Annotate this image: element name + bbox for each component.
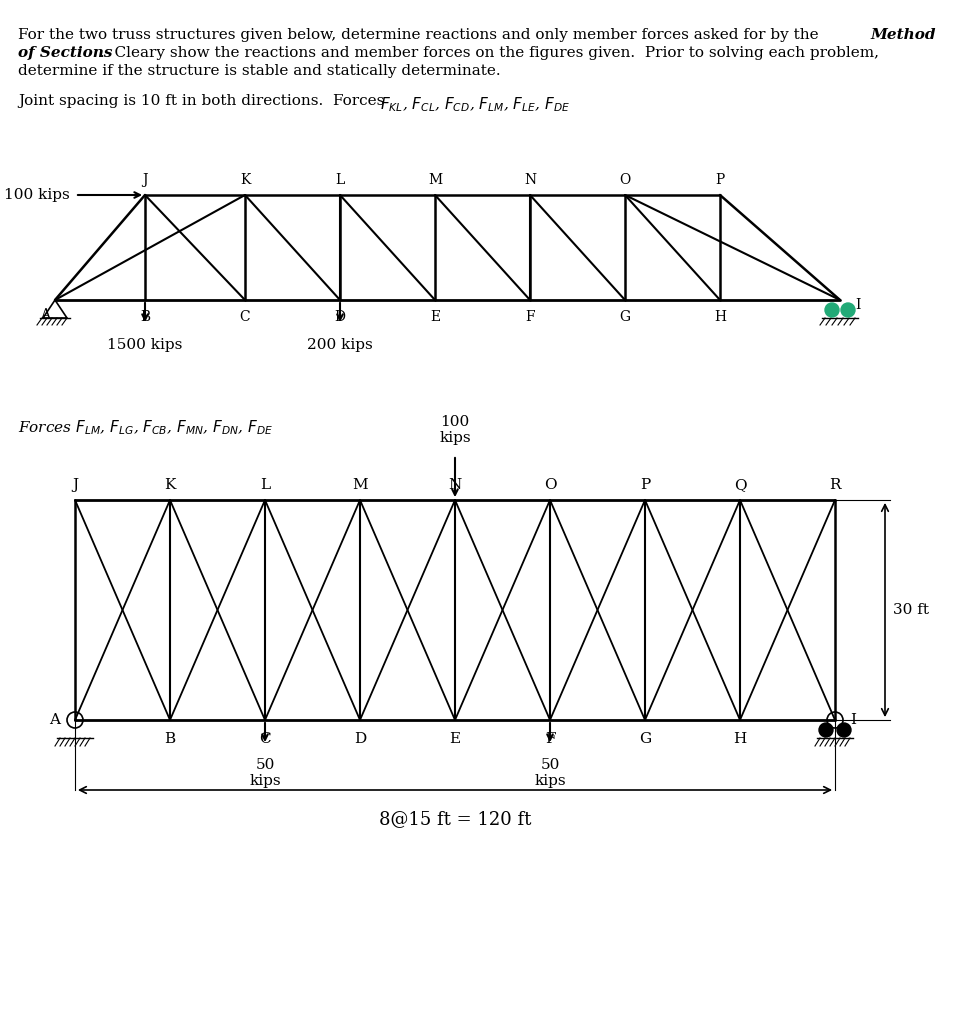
Text: I: I <box>855 298 861 312</box>
Text: D: D <box>354 732 366 746</box>
Text: K: K <box>240 173 250 187</box>
Text: P: P <box>715 173 725 187</box>
Text: G: G <box>620 310 630 324</box>
Text: 30 ft: 30 ft <box>893 603 929 617</box>
Text: of Sections: of Sections <box>18 46 112 60</box>
Text: G: G <box>639 732 651 746</box>
Text: determine if the structure is stable and statically determinate.: determine if the structure is stable and… <box>18 63 500 78</box>
Text: Method: Method <box>870 28 935 42</box>
Text: O: O <box>544 478 557 492</box>
Text: C: C <box>259 732 271 746</box>
Circle shape <box>837 723 851 737</box>
Text: 8@15 ft = 120 ft: 8@15 ft = 120 ft <box>378 810 531 828</box>
Text: L: L <box>260 478 270 492</box>
Text: 1500 kips: 1500 kips <box>107 338 183 352</box>
Text: H: H <box>714 310 726 324</box>
Text: 100 kips: 100 kips <box>4 188 70 202</box>
Text: M: M <box>428 173 442 187</box>
Text: For the two truss structures given below, determine reactions and only member fo: For the two truss structures given below… <box>18 28 824 42</box>
Text: $F_{KL}$, $F_{CL}$, $F_{CD}$, $F_{LM}$, $F_{LE}$, $F_{DE}$: $F_{KL}$, $F_{CL}$, $F_{CD}$, $F_{LM}$, … <box>380 95 570 114</box>
Text: I: I <box>850 713 856 727</box>
Text: Q: Q <box>734 478 746 492</box>
Text: 50
kips: 50 kips <box>534 758 566 788</box>
Text: 50
kips: 50 kips <box>249 758 281 788</box>
Text: N: N <box>524 173 536 187</box>
Circle shape <box>825 303 839 317</box>
Text: A: A <box>49 713 60 727</box>
Text: K: K <box>165 478 175 492</box>
Text: Joint spacing is 10 ft in both directions.  Forces: Joint spacing is 10 ft in both direction… <box>18 94 389 108</box>
Text: L: L <box>335 173 345 187</box>
Text: Forces $F_{LM}$, $F_{LG}$, $F_{CB}$, $F_{MN}$, $F_{DN}$, $F_{DE}$: Forces $F_{LM}$, $F_{LG}$, $F_{CB}$, $F_… <box>18 418 273 436</box>
Text: H: H <box>734 732 746 746</box>
Text: B: B <box>165 732 175 746</box>
Text: J: J <box>72 478 78 492</box>
Text: 200 kips: 200 kips <box>307 338 373 352</box>
Text: M: M <box>352 478 368 492</box>
Text: .  Cleary show the reactions and member forces on the figures given.  Prior to s: . Cleary show the reactions and member f… <box>100 46 879 60</box>
Text: D: D <box>335 310 346 324</box>
Circle shape <box>819 723 833 737</box>
Text: A: A <box>40 308 50 322</box>
Text: F: F <box>545 732 556 746</box>
Text: O: O <box>620 173 630 187</box>
Text: 100
kips: 100 kips <box>439 415 470 445</box>
Text: C: C <box>240 310 251 324</box>
Text: E: E <box>449 732 461 746</box>
Circle shape <box>841 303 855 317</box>
Text: E: E <box>430 310 440 324</box>
Text: P: P <box>640 478 650 492</box>
Text: B: B <box>140 310 150 324</box>
Text: J: J <box>142 173 148 187</box>
Text: R: R <box>830 478 841 492</box>
Text: N: N <box>448 478 462 492</box>
Text: F: F <box>526 310 534 324</box>
